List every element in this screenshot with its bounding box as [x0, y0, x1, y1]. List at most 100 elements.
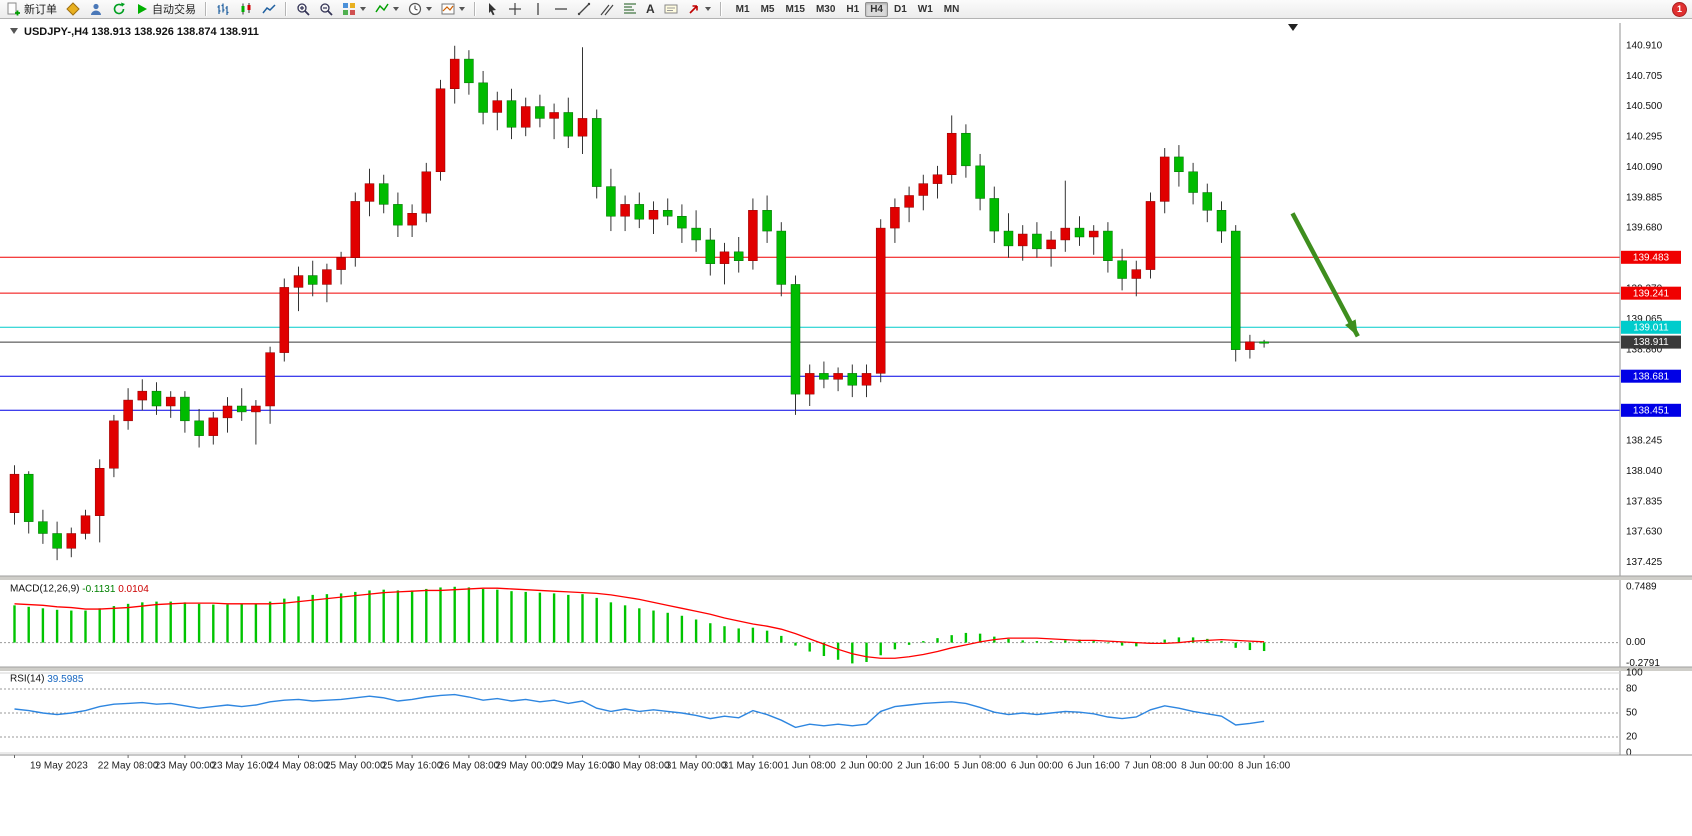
- candle-body-down: [194, 420, 204, 436]
- candle: [705, 228, 716, 276]
- time-axis-label: 19 May 2023: [30, 761, 88, 772]
- line-chart-button[interactable]: [258, 1, 280, 18]
- price-axis-label: 139.065: [1626, 314, 1663, 325]
- channel-button[interactable]: [596, 1, 618, 18]
- market-watch-button[interactable]: [62, 1, 84, 18]
- profile-button[interactable]: [85, 1, 107, 18]
- timeframe-button-M5[interactable]: M5: [760, 3, 775, 15]
- candle-body-up: [421, 171, 432, 214]
- auto-trading-button[interactable]: 自动交易: [131, 1, 200, 18]
- timeframe-button-MN[interactable]: MN: [943, 3, 960, 15]
- candle: [236, 388, 247, 421]
- refresh-icon: [112, 2, 126, 16]
- text-tool-button[interactable]: A: [642, 1, 659, 18]
- refresh-button[interactable]: [108, 1, 130, 18]
- rsi-panel: 100 80 50 20 0 RSI(14) 39.5985: [0, 668, 1643, 759]
- templates-button[interactable]: [437, 1, 469, 18]
- time-axis-label: 22 May 08:00: [98, 761, 159, 772]
- zoom-in-button[interactable]: [292, 1, 314, 18]
- play-icon: [135, 2, 149, 16]
- dropdown-caret: [426, 7, 432, 11]
- timeframe-button-M30[interactable]: M30: [815, 3, 836, 15]
- tile-windows-icon: [342, 2, 356, 16]
- candle: [364, 168, 375, 217]
- candle: [1174, 145, 1184, 187]
- candle: [719, 242, 730, 285]
- annotation-arrow[interactable]: [1290, 212, 1360, 338]
- symbol-expand-icon[interactable]: [10, 28, 18, 34]
- candle-body-down: [478, 82, 488, 113]
- bar-chart-button[interactable]: [212, 1, 234, 18]
- panel-separator[interactable]: [0, 576, 1692, 580]
- indicators-button[interactable]: [371, 1, 403, 18]
- candle: [1046, 231, 1056, 267]
- rsi-axis-label: 100: [1626, 668, 1643, 679]
- timeframe-button-M15[interactable]: M15: [785, 3, 805, 15]
- panel-separator[interactable]: [0, 667, 1692, 671]
- candle: [804, 364, 815, 406]
- chart-shift-marker[interactable]: [1288, 24, 1298, 31]
- price-tag: 138.681: [1621, 369, 1681, 383]
- candle: [66, 527, 77, 558]
- tile-windows-button[interactable]: [338, 1, 370, 18]
- timeframe-button-M1[interactable]: M1: [735, 3, 750, 15]
- candle: [1159, 148, 1170, 214]
- candle: [847, 364, 858, 398]
- vertical-line-button[interactable]: [527, 1, 549, 18]
- candle-body-up: [449, 58, 460, 89]
- cursor-button[interactable]: [481, 1, 503, 18]
- candle-body-down: [1032, 233, 1042, 250]
- time-axis-label: 29 May 00:00: [495, 761, 556, 772]
- candle-chart-button[interactable]: [235, 1, 257, 18]
- arrows-tool-button[interactable]: [683, 1, 715, 18]
- svg-text:139.241: 139.241: [1633, 288, 1670, 299]
- candle-body-up: [719, 251, 730, 264]
- candle: [790, 275, 801, 415]
- horizontal-levels[interactable]: [0, 256, 1620, 411]
- candles-layer: [9, 45, 1269, 561]
- zoom-out-icon: [319, 2, 333, 16]
- notification-icon[interactable]: 1: [1672, 1, 1687, 17]
- new-order-button[interactable]: 新订单: [3, 1, 61, 18]
- chart-canvas[interactable]: 140.910 140.705 140.500 140.295 140.090 139.8…: [0, 19, 1692, 836]
- candle: [1230, 225, 1241, 362]
- timeframe-button-H1[interactable]: H1: [846, 3, 860, 15]
- candle: [378, 174, 389, 214]
- fibonacci-button[interactable]: [619, 1, 641, 18]
- candle-body-down: [535, 106, 545, 119]
- candle-body-down: [393, 204, 403, 226]
- zoom-out-button[interactable]: [315, 1, 337, 18]
- horizontal-line-icon: [554, 2, 568, 16]
- timeframe-button-W1[interactable]: W1: [917, 3, 933, 15]
- crosshair-button[interactable]: [504, 1, 526, 18]
- candle: [1017, 225, 1028, 261]
- candle: [393, 192, 403, 237]
- candle: [194, 408, 204, 448]
- candle-body-up: [94, 468, 105, 516]
- timeframe-button-H4[interactable]: H4: [865, 1, 888, 17]
- candle-body-down: [1188, 171, 1198, 193]
- candle-body-down: [591, 118, 602, 187]
- indicators-icon: [375, 2, 389, 16]
- trendline-button[interactable]: [573, 1, 595, 18]
- candle-body-up: [748, 210, 758, 261]
- candle-body-up: [435, 88, 446, 173]
- periods-button[interactable]: [404, 1, 436, 18]
- toolbar-separator: [285, 2, 287, 16]
- candle-body-up: [946, 132, 957, 175]
- candle-body-down: [790, 284, 801, 395]
- candle-body-up: [833, 373, 843, 380]
- horizontal-line-button[interactable]: [550, 1, 572, 18]
- timeframe-button-D1[interactable]: D1: [893, 3, 907, 15]
- svg-text:139.011: 139.011: [1633, 322, 1669, 333]
- toolbar-separator: [205, 2, 207, 16]
- text-label-button[interactable]: [660, 1, 682, 18]
- candle-body-down: [606, 186, 616, 217]
- price-axis[interactable]: 140.910 140.705 140.500 140.295 140.090 139.8…: [1619, 23, 1681, 755]
- candle-body-down: [236, 405, 247, 413]
- time-axis-label: 25 May 16:00: [382, 761, 443, 772]
- time-axis-label: 2 Jun 16:00: [897, 761, 950, 772]
- trendline-icon: [577, 2, 591, 16]
- time-axis-label: 2 Jun 00:00: [840, 761, 893, 772]
